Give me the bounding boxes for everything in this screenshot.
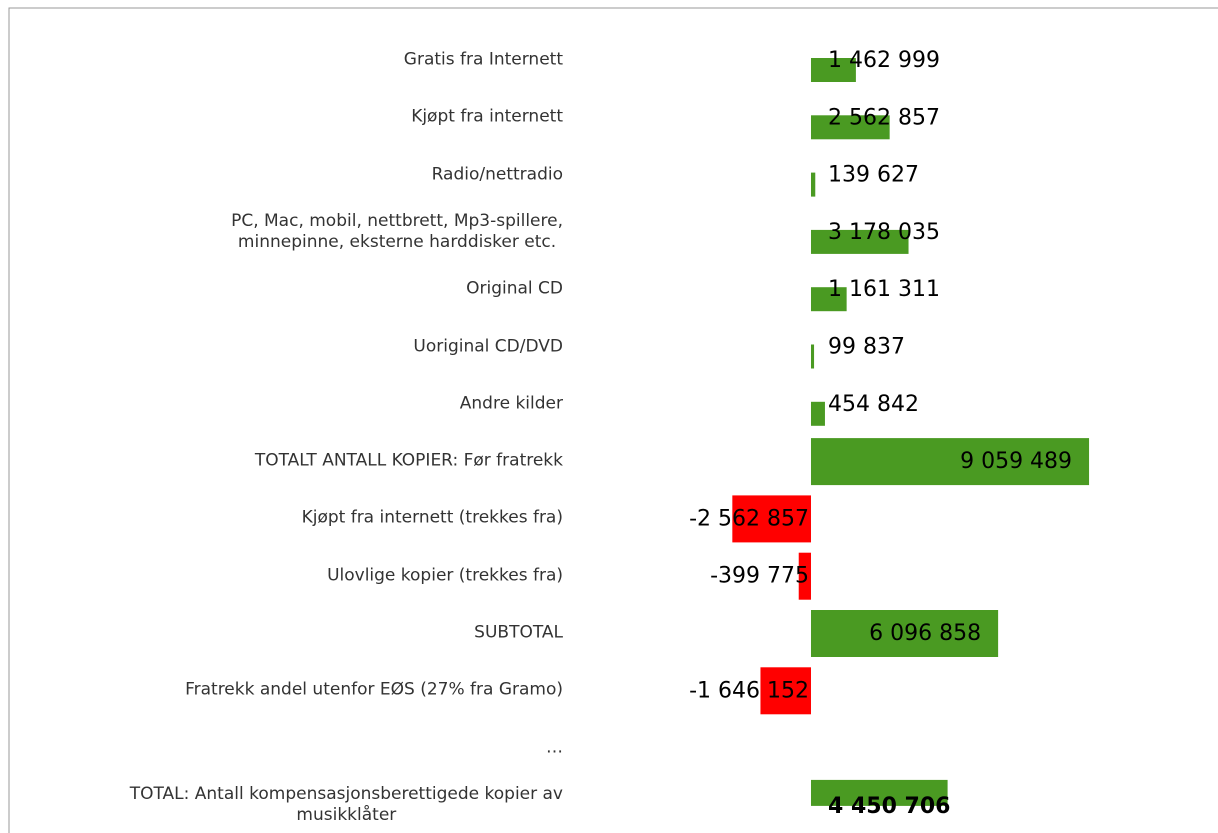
value-label: 454 842	[828, 392, 919, 417]
category-text: Radio/nettradio	[431, 164, 563, 185]
category-label: TOTALT ANTALL KOPIER: Før fratrekk	[255, 451, 563, 472]
value-label: 1 161 311	[828, 277, 940, 302]
value-label: 3 178 035	[828, 220, 940, 245]
frame	[8, 7, 1218, 833]
category-label: PC, Mac, mobil, nettbrett, Mp3-spillere,…	[231, 211, 563, 253]
category-text: Gratis fra Internett	[403, 49, 563, 70]
category-text: TOTAL: Antall kompensasjonsberettigede k…	[129, 783, 563, 825]
category-label: Original CD	[466, 279, 563, 300]
bar	[810, 610, 999, 657]
bar	[810, 172, 816, 197]
category-text: Original CD	[466, 278, 563, 299]
category-label: Uoriginal CD/DVD	[413, 336, 563, 357]
bar	[810, 438, 1090, 486]
category-text: Andre kilder	[459, 393, 563, 414]
bar	[810, 401, 825, 426]
bar	[810, 287, 847, 312]
bar	[810, 58, 856, 82]
category-text: TOTALT ANTALL KOPIER: Før fratrekk	[254, 450, 563, 471]
category-text: Ulovlige kopier (trekkes fra)	[327, 565, 563, 586]
category-label: Ulovlige kopier (trekkes fra)	[327, 565, 563, 586]
value-label: -2 562 857	[689, 506, 809, 531]
value-label: 139 627	[828, 163, 919, 188]
bar	[810, 115, 890, 140]
category-text: Fratrekk andel utenfor EØS (27% fra Gram…	[185, 679, 563, 700]
value-label: 99 837	[828, 335, 905, 360]
category-label: Fratrekk andel utenfor EØS (27% fra Gram…	[185, 680, 563, 701]
value-label: 1 462 999	[828, 48, 940, 73]
category-label: Kjøpt fra internett	[411, 107, 563, 128]
bar	[732, 495, 811, 543]
category-text: PC, Mac, mobil, nettbrett, Mp3-spillere,…	[231, 210, 563, 252]
category-text: Kjøpt fra internett (trekkes fra)	[301, 507, 563, 528]
value-label: 2 562 857	[828, 105, 940, 130]
value-label: -1 646 152	[689, 678, 809, 703]
category-text: Uoriginal CD/DVD	[413, 336, 563, 356]
category-text: Kjøpt fra internett	[411, 106, 563, 127]
value-label: 4 450 706	[828, 794, 950, 819]
category-label: Kjøpt fra internett (trekkes fra)	[302, 508, 563, 529]
category-text: …	[546, 737, 563, 758]
category-label: SUBTOTAL	[474, 623, 563, 644]
category-label: …	[546, 737, 563, 758]
bar	[760, 667, 811, 715]
bar	[810, 229, 909, 254]
category-label: Radio/nettradio	[432, 164, 563, 185]
bar	[810, 344, 815, 369]
category-label: Andre kilder	[460, 393, 563, 414]
value-label: 9 059 489	[960, 449, 1072, 474]
bar	[810, 779, 948, 806]
category-text: SUBTOTAL	[474, 622, 563, 643]
category-label: Gratis fra Internett	[404, 50, 563, 71]
value-label: 6 096 858	[869, 621, 981, 646]
bar	[798, 552, 811, 600]
category-label: TOTAL: Antall kompensasjonsberettigede k…	[130, 784, 563, 826]
value-label: -399 775	[710, 564, 809, 589]
